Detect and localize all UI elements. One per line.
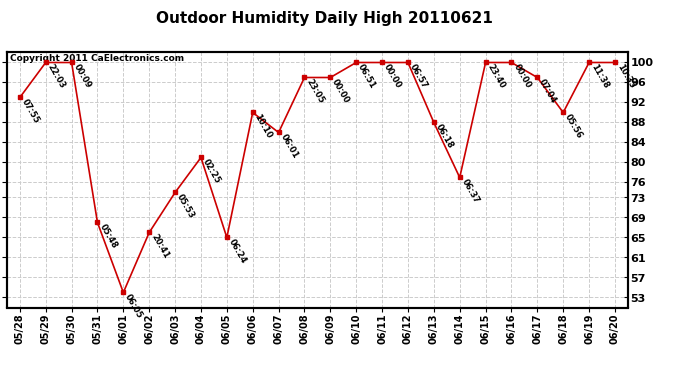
Text: 07:04: 07:04 xyxy=(538,78,558,105)
Text: 07:55: 07:55 xyxy=(20,98,41,125)
Text: 02:25: 02:25 xyxy=(201,158,222,185)
Text: 06:51: 06:51 xyxy=(356,63,377,90)
Text: 05:48: 05:48 xyxy=(97,222,119,250)
Text: 05:53: 05:53 xyxy=(175,192,196,220)
Text: 05:56: 05:56 xyxy=(563,112,584,140)
Text: 20:41: 20:41 xyxy=(149,232,170,260)
Text: Outdoor Humidity Daily High 20110621: Outdoor Humidity Daily High 20110621 xyxy=(156,11,493,26)
Text: 00:00: 00:00 xyxy=(382,63,403,90)
Text: 06:18: 06:18 xyxy=(434,123,455,150)
Text: 00:09: 00:09 xyxy=(72,63,92,90)
Text: 00:00: 00:00 xyxy=(511,63,533,90)
Text: 00:00: 00:00 xyxy=(331,78,351,105)
Text: 22:03: 22:03 xyxy=(46,63,67,90)
Text: 06:01: 06:01 xyxy=(279,132,299,160)
Text: 06:57: 06:57 xyxy=(408,63,429,90)
Text: 06:37: 06:37 xyxy=(460,177,481,205)
Text: 23:05: 23:05 xyxy=(304,78,326,105)
Text: 11:38: 11:38 xyxy=(589,63,610,90)
Text: Copyright 2011 CaElectronics.com: Copyright 2011 CaElectronics.com xyxy=(10,54,184,63)
Text: 23:40: 23:40 xyxy=(486,63,506,90)
Text: 10:35: 10:35 xyxy=(615,63,636,90)
Text: 10:10: 10:10 xyxy=(253,112,274,140)
Text: 06:24: 06:24 xyxy=(227,237,248,265)
Text: 06:05: 06:05 xyxy=(124,292,144,320)
